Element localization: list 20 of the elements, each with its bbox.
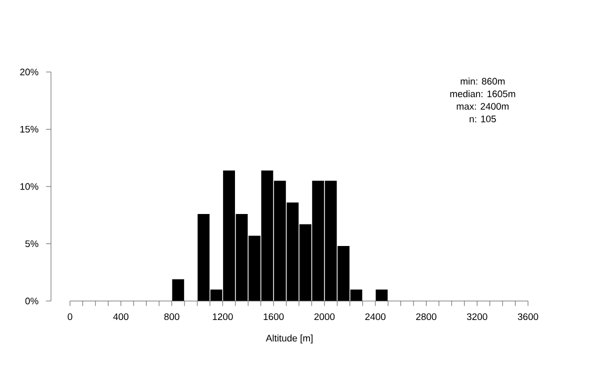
x-tick-label: 1600 <box>264 313 284 320</box>
x-tick-label: 400 <box>113 313 128 320</box>
x-tick-label: 0 <box>68 313 72 320</box>
annotation: max: 2400m <box>456 102 509 110</box>
x-tick-label: 800 <box>164 313 180 320</box>
x-tick-label: 1200 <box>212 313 233 320</box>
y-tick-label: 10% <box>20 183 38 190</box>
x-axis-title: Altitude [m] <box>266 334 312 344</box>
y-tick-label: 5% <box>25 240 38 248</box>
x-tick-label: 2800 <box>416 313 436 320</box>
x-tick-label: 2000 <box>314 313 335 320</box>
y-tick-label: 15% <box>20 126 38 133</box>
y-tick-label: 20% <box>20 68 38 76</box>
annotation: median: 1605m <box>450 90 516 98</box>
annotation: min: 860m <box>460 78 505 85</box>
y-tick-label: 0% <box>25 298 38 304</box>
x-tick-label: 3200 <box>466 313 488 320</box>
x-tick-label: 2400 <box>365 313 386 320</box>
x-tick-label: 3600 <box>518 313 538 320</box>
annotation: n: 105 <box>470 116 496 122</box>
